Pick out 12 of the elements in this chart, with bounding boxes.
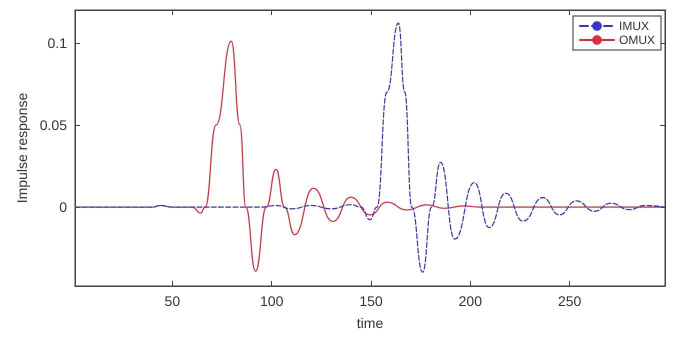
y-tick-label: 0 — [59, 199, 68, 216]
y-axis-title: Impulse response — [14, 92, 30, 204]
x-tick-label: 100 — [260, 293, 284, 309]
x-axis-title: time — [356, 315, 384, 331]
x-tick-label: 250 — [558, 293, 582, 309]
y-tick-label: 0.1 — [48, 34, 68, 51]
y-tick-label: 0.05 — [40, 117, 68, 133]
x-tick-label: 50 — [164, 293, 180, 309]
legend-label: OMUX — [619, 33, 655, 47]
x-tick-label: 200 — [458, 293, 482, 309]
legend-label: IMUX — [619, 19, 649, 33]
x-tick-label: 150 — [359, 293, 383, 309]
